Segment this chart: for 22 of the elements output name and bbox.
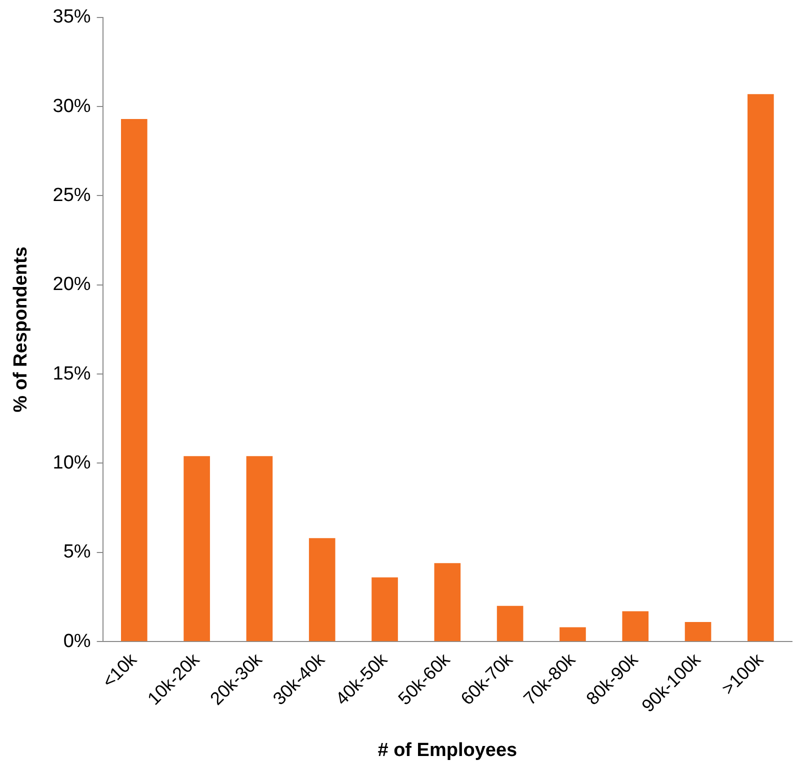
y-axis-title: % of Respondents [10,246,32,412]
bar [184,456,210,642]
y-tick-label: 5% [63,542,91,563]
bar [684,622,712,642]
bar [372,577,398,642]
bar [246,456,273,642]
bar [120,119,148,642]
bar [308,538,336,642]
y-tick-label: 10% [52,452,91,474]
y-tick-label: 25% [52,184,91,206]
y-tick-label: 30% [52,96,91,117]
y-tick-label: 0% [63,630,91,652]
bar [434,563,461,642]
x-tick-label: <10k [98,648,142,692]
bar [622,611,649,642]
y-tick-label: 20% [52,274,91,296]
bar [560,627,586,642]
bar [748,94,774,642]
y-tick-label: 15% [52,363,91,384]
bar [496,606,524,642]
y-tick-label: 35% [52,6,91,28]
x-axis-title: # of Employees [378,740,518,761]
